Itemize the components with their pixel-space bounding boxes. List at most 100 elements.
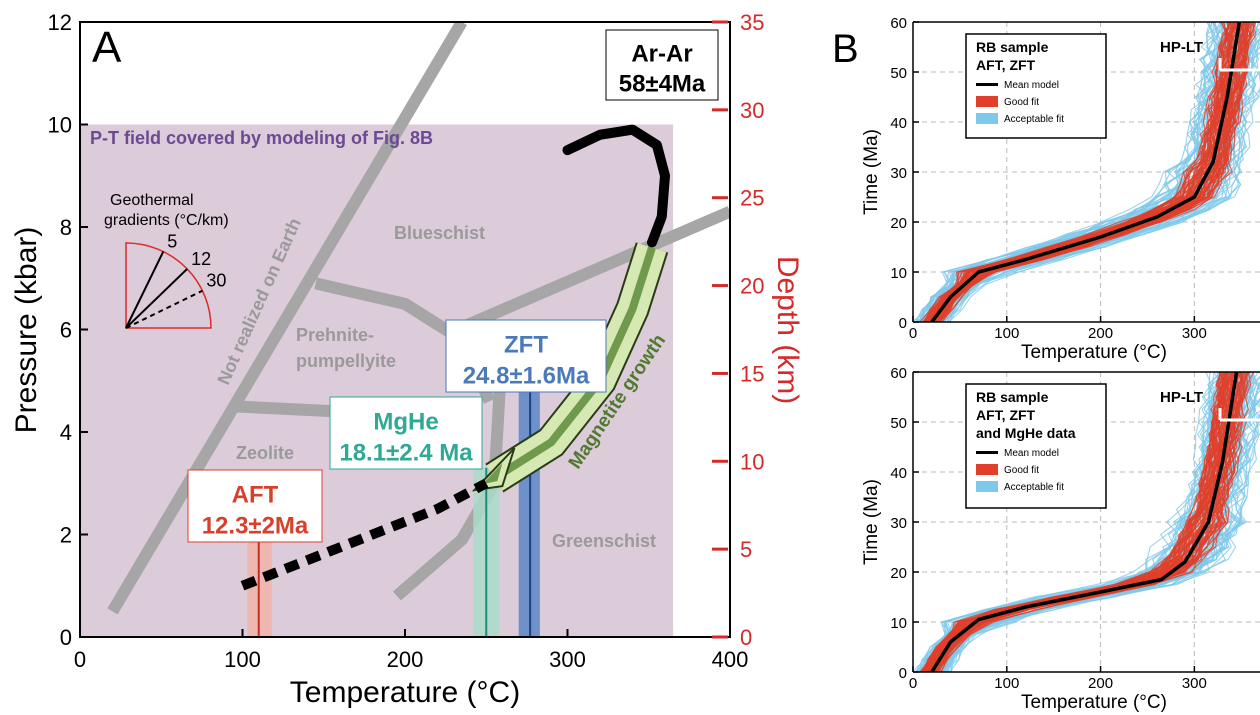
zeolite-label: Zeolite <box>236 443 294 463</box>
acceptable-fit-curve <box>950 372 1260 672</box>
panel-a-label: A <box>92 23 122 72</box>
x-tick-label: 300 <box>1182 325 1207 342</box>
y-axis-label: Time (Ma) <box>861 129 882 215</box>
right-tick-label: 15 <box>740 361 764 386</box>
not-realized-line <box>107 22 468 615</box>
y-tick-label: 20 <box>890 565 907 582</box>
age-box-value: 24.8±1.6Ma <box>463 362 590 389</box>
legend-swatch <box>976 451 998 454</box>
right-tick-label: 30 <box>740 98 764 123</box>
gradient-line <box>125 251 165 329</box>
aft-age-box: AFT 12.3±2Ma <box>187 469 323 543</box>
x-tick-label: 300 <box>1182 675 1207 692</box>
hp-lt-label: HP-LT <box>1160 39 1203 56</box>
y-tick-label: 60 <box>890 365 907 382</box>
x-tick-label: 0 <box>909 675 917 692</box>
x-tick-label: 0 <box>74 647 86 672</box>
fit-curves <box>913 372 1260 672</box>
fit-curves <box>913 22 1260 322</box>
legend-subtitle: AFT, ZFT <box>976 407 1036 423</box>
y-tick-label: 60 <box>890 15 907 32</box>
x-tick-label: 200 <box>387 647 424 672</box>
age-box-value: 12.3±2Ma <box>202 512 309 539</box>
zft-age-box: ZFT 24.8±1.6Ma <box>445 319 607 393</box>
y-tick-label: 10 <box>890 615 907 632</box>
age-box-label: AFT <box>232 481 279 508</box>
age-box-value: 58±4Ma <box>619 71 706 98</box>
legend-entry: Acceptable fit <box>1004 114 1064 125</box>
y-tick-label: 10 <box>890 265 907 282</box>
acceptable-fit-curve <box>915 22 1223 322</box>
good-fit-curve <box>925 372 1226 672</box>
y-tick-label: 40 <box>890 115 907 132</box>
legend-subtitle: AFT, ZFT <box>976 57 1036 73</box>
age-box-label: MgHe <box>373 408 438 435</box>
field-label: P-T field covered by modeling of Fig. 8B <box>90 128 433 148</box>
ar-ar-path <box>562 124 670 248</box>
y-tick-label: 10 <box>48 113 72 138</box>
blueschist-greenschist <box>454 206 730 336</box>
right-tick-label: 25 <box>740 186 764 211</box>
x-tick-label: 100 <box>994 675 1019 692</box>
arrow-head-inner <box>482 463 503 485</box>
good-fit-curve <box>923 22 1229 322</box>
x-axis-label: Temperature (°C) <box>1021 342 1167 363</box>
legend-swatch <box>976 83 998 86</box>
good-fit-curve <box>924 22 1237 322</box>
acceptable-fit-curve <box>946 380 1260 672</box>
panel-a-axes: 0 100 200 300 40002468101205101520253035Temp… <box>10 10 804 709</box>
legend-title: RB sample <box>976 389 1049 405</box>
y-tick-label: 12 <box>48 10 72 35</box>
gradient-line <box>125 268 188 329</box>
x-tick-label: 200 <box>1088 675 1113 692</box>
legend-swatch <box>976 96 998 107</box>
age-box-frame <box>329 396 483 470</box>
panel-b-bottom: 0 10 20 30 40 50 60 0 100 200 300 Temperature (°C) T… <box>861 365 1260 713</box>
acceptable-fit-curve <box>915 372 1221 672</box>
panel-b-top: 0 10 20 30 40 50 60 0 100 200 300 Temperature (°C) T… <box>832 15 1260 363</box>
legend-entry: Mean model <box>1004 80 1059 91</box>
x-tick-label: 100 <box>994 325 1019 342</box>
age-box-frame <box>445 319 607 393</box>
right-tick-label: 5 <box>740 537 752 562</box>
mean-model-curve <box>930 22 1242 322</box>
age-box-frame <box>605 29 719 101</box>
y-tick-label: 2 <box>60 523 72 548</box>
y-tick-label: 6 <box>60 318 72 343</box>
y-tick-label: 20 <box>890 215 907 232</box>
age-box-label: ZFT <box>504 331 548 358</box>
good-fit-curve <box>926 22 1235 322</box>
x-axis-label: Temperature (°C) <box>1021 692 1167 713</box>
y-tick-label: 0 <box>60 625 72 650</box>
mean-model-curve <box>930 372 1239 672</box>
legend-entry: Mean model <box>1004 448 1059 459</box>
arrow-head <box>471 447 516 492</box>
acceptable-fit-curve <box>948 27 1260 322</box>
y-axis-label: Time (Ma) <box>861 479 882 565</box>
pumpellyite-label: pumpellyite <box>296 351 396 371</box>
good-fit-curve <box>940 372 1255 672</box>
legend-title: RB sample <box>976 39 1049 55</box>
y-tick-label: 0 <box>899 315 907 332</box>
panel-b-label: B <box>832 27 859 71</box>
right-tick-label: 20 <box>740 274 764 299</box>
legend-swatch <box>976 113 998 124</box>
y-axis-label: Pressure (kbar) <box>10 227 43 434</box>
blueschist-label: Blueschist <box>394 223 485 243</box>
gradients-title-1: Geothermal <box>110 192 194 209</box>
y-tick-label: 4 <box>60 420 72 445</box>
acceptable-fit-curve <box>921 22 1226 322</box>
right-tick-label: 0 <box>740 625 752 650</box>
age-box-label: Ar-Ar <box>631 41 692 68</box>
y-tick-label: 0 <box>899 665 907 682</box>
legend-subtitle-2: and MgHe data <box>976 425 1076 441</box>
x-tick-label: 100 <box>224 647 261 672</box>
x-tick-label: 300 <box>549 647 586 672</box>
y-tick-label: 50 <box>890 415 907 432</box>
cooling-path-dashed <box>240 478 489 591</box>
good-fit-curve <box>924 372 1224 672</box>
mghe-age-box: MgHe 18.1±2.4 Ma <box>329 396 483 470</box>
legend: RB sample AFT, ZFT Mean model Good fit Accep… <box>965 33 1107 139</box>
